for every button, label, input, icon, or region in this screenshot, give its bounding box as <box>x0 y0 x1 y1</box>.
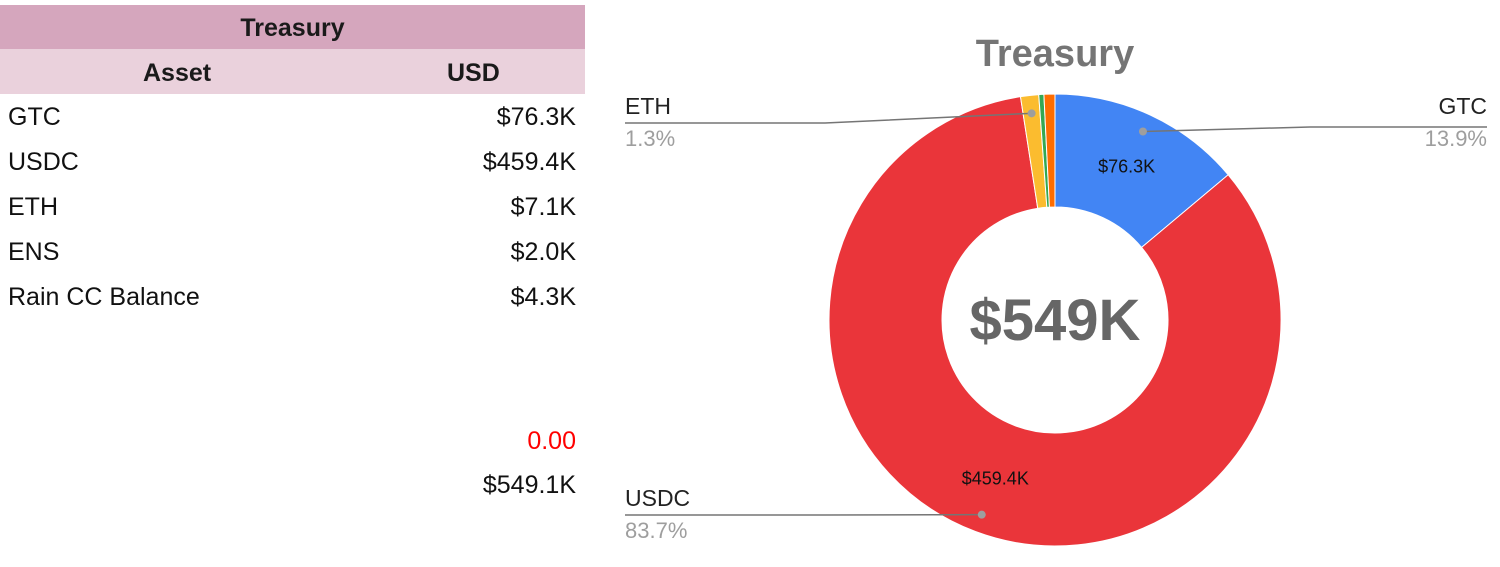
asset-cell: Rain CC Balance <box>8 283 200 311</box>
slice-rain-cc-balance <box>1043 93 1056 208</box>
usd-cell: $459.4K <box>482 148 576 176</box>
usd-cell: $4.3K <box>510 283 576 311</box>
table-row: Rain CC Balance $4.3K <box>0 274 585 319</box>
asset-cell: ETH <box>8 193 58 221</box>
usd-cell: $7.1K <box>510 193 576 221</box>
total-value: $549.1K <box>482 471 576 499</box>
slice-value-label: $76.3K <box>1098 156 1155 176</box>
callout-percent-gtc: 13.9% <box>1425 126 1487 151</box>
callout-line-eth <box>625 112 1032 124</box>
callout-dot-usdc <box>977 510 986 519</box>
column-header-asset: Asset <box>143 59 212 87</box>
callout-dot-eth <box>1027 109 1036 118</box>
chart-title: Treasury <box>976 33 1134 75</box>
chart-callout-lines <box>625 109 1487 519</box>
usd-cell: $76.3K <box>496 103 576 131</box>
check-value: 0.00 <box>527 427 576 455</box>
table-row: ENS $2.0K <box>0 229 585 274</box>
callout-percent-usdc: 83.7% <box>625 518 687 543</box>
table-title: Treasury <box>0 5 585 49</box>
callout-percent-eth: 1.3% <box>625 126 675 151</box>
table-header-row: Asset USD <box>0 49 585 94</box>
table-row: USDC $459.4K <box>0 139 585 184</box>
callout-name-gtc: GTC <box>1438 93 1487 119</box>
table-row: ETH $7.1K <box>0 184 585 229</box>
chart-slices <box>828 93 1282 547</box>
table-row: GTC $76.3K <box>0 94 585 139</box>
treasury-table: Treasury Asset USD GTC $76.3K USDC $459.… <box>0 5 585 499</box>
center-total-label: $549K <box>970 288 1141 353</box>
callout-name-eth: ETH <box>625 93 671 119</box>
usd-cell: $2.0K <box>510 238 576 266</box>
callout-line-gtc <box>1142 126 1487 133</box>
slice-value-label: $459.4K <box>962 469 1029 489</box>
slice-usdc <box>828 96 1282 547</box>
chart-labels: $76.3K $459.4K ETH 1.3% GTC 13.9% USDC 83.7% <box>625 93 1487 543</box>
column-header-usd: USD <box>447 59 500 87</box>
asset-cell: GTC <box>8 103 61 131</box>
asset-cell: ENS <box>8 238 60 266</box>
callout-dot-gtc <box>1138 127 1147 136</box>
callout-name-usdc: USDC <box>625 485 690 511</box>
asset-cell: USDC <box>8 148 79 176</box>
